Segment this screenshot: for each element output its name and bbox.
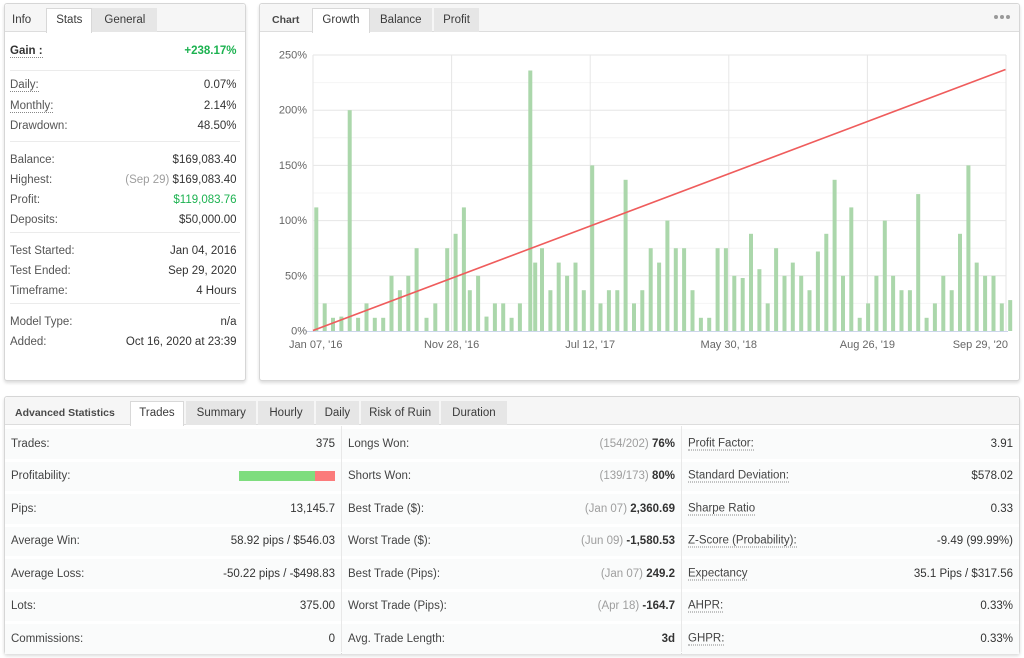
svg-text:50%: 50% xyxy=(285,270,307,282)
svg-text:Sep 29, '20: Sep 29, '20 xyxy=(953,339,1008,351)
svg-text:Nov 28, '16: Nov 28, '16 xyxy=(424,339,479,351)
svg-text:May 30, '18: May 30, '18 xyxy=(701,339,758,351)
svg-text:250%: 250% xyxy=(279,50,307,62)
svg-text:Jul 12, '17: Jul 12, '17 xyxy=(565,339,615,351)
svg-text:100%: 100% xyxy=(279,215,307,227)
svg-text:0%: 0% xyxy=(291,326,307,338)
svg-text:Jan 07, '16: Jan 07, '16 xyxy=(289,339,342,351)
svg-text:Aug 26, '19: Aug 26, '19 xyxy=(840,339,895,351)
svg-text:150%: 150% xyxy=(279,160,307,172)
svg-text:200%: 200% xyxy=(279,105,307,117)
